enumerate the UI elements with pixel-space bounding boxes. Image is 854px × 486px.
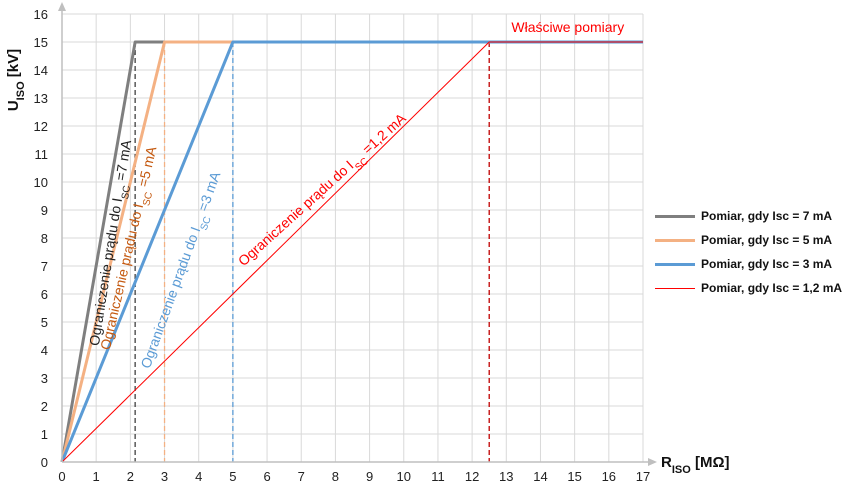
series-line [60, 40, 643, 463]
y-tick-label: 4 [41, 343, 48, 358]
grid-lines [62, 13, 644, 462]
x-tick-label: 2 [127, 469, 134, 484]
annotations: Ograniczenie prądu do ISC =7 mAOgranicze… [86, 19, 624, 370]
legend-swatch [655, 287, 695, 289]
x-tick-label: 13 [499, 469, 513, 484]
x-tick-label: 15 [567, 469, 581, 484]
y-axis-title-unit: [kV] [5, 49, 22, 82]
x-axis-title: RISO [MΩ] [661, 454, 729, 476]
reference-lines [134, 42, 490, 462]
x-tick-label: 0 [58, 469, 65, 484]
y-tick-label: 10 [34, 175, 48, 190]
data-series [60, 40, 643, 463]
x-tick-label: 17 [636, 469, 650, 484]
legend-swatch [655, 238, 695, 242]
x-tick-label: 12 [465, 469, 479, 484]
legend-label: Pomiar, gdy Isc = 3 mA [701, 257, 833, 271]
axes [58, 2, 657, 466]
y-tick-label: 14 [34, 63, 48, 78]
y-tick-label: 13 [34, 91, 48, 106]
y-tick-label: 0 [41, 455, 48, 470]
y-axis-title: UISO [kV] [5, 49, 27, 111]
x-axis-title-sub: ISO [672, 464, 691, 476]
x-tick-label: 9 [366, 469, 373, 484]
legend-item: Pomiar, gdy Isc = 5 mA [655, 228, 842, 252]
legend-swatch [655, 262, 695, 266]
x-tick-label: 11 [431, 469, 445, 484]
series-line [61, 41, 643, 463]
tick-labels: 0 1 2 3 4 5 6 7 8 9 10 11 12 13 14 15 16 1701234567891011… [34, 7, 651, 484]
legend-label: Pomiar, gdy Isc = 1,2 mA [701, 281, 843, 295]
legend-swatch [655, 214, 695, 218]
y-tick-label: 7 [41, 259, 48, 274]
legend: Pomiar, gdy Isc = 7 mA Pomiar, gdy Isc = … [655, 204, 842, 300]
x-tick-label: 1 [93, 469, 100, 484]
x-tick-label: 14 [533, 469, 547, 484]
x-axis-title-unit: [MΩ] [691, 454, 730, 471]
x-tick-label: 10 [397, 469, 411, 484]
x-tick-label: 8 [332, 469, 339, 484]
y-tick-label: 8 [41, 231, 48, 246]
x-tick-label: 5 [229, 469, 236, 484]
annotation-label: Ograniczenie prądu do ISC =1,2 mA [235, 110, 413, 273]
y-tick-label: 9 [41, 203, 48, 218]
x-axis-arrow [648, 458, 657, 466]
x-tick-label: 6 [263, 469, 270, 484]
y-tick-label: 1 [41, 427, 48, 442]
y-axis-title-main: U [5, 100, 22, 111]
y-tick-label: 16 [34, 7, 48, 22]
legend-item: Pomiar, gdy Isc = 3 mA [655, 252, 842, 276]
legend-label: Pomiar, gdy Isc = 5 mA [701, 233, 833, 247]
x-tick-label: 3 [161, 469, 168, 484]
annotation-label: Właściwe pomiary [511, 19, 624, 35]
x-tick-label: 4 [195, 469, 202, 484]
y-tick-label: 5 [41, 315, 48, 330]
legend-item: Pomiar, gdy Isc = 7 mA [655, 204, 842, 228]
y-tick-label: 11 [35, 147, 49, 162]
y-tick-label: 6 [41, 287, 48, 302]
y-axis-title-sub: ISO [15, 81, 27, 100]
x-tick-label: 16 [602, 469, 616, 484]
y-tick-label: 12 [34, 119, 48, 134]
legend-label: Pomiar, gdy Isc = 7 mA [701, 209, 833, 223]
x-axis-title-main: R [661, 454, 672, 471]
x-tick-label: 7 [298, 469, 305, 484]
y-tick-label: 2 [41, 399, 48, 414]
y-axis-arrow [58, 2, 66, 11]
y-tick-label: 15 [34, 35, 48, 50]
legend-item: Pomiar, gdy Isc = 1,2 mA [655, 276, 842, 300]
y-tick-label: 3 [41, 371, 48, 386]
